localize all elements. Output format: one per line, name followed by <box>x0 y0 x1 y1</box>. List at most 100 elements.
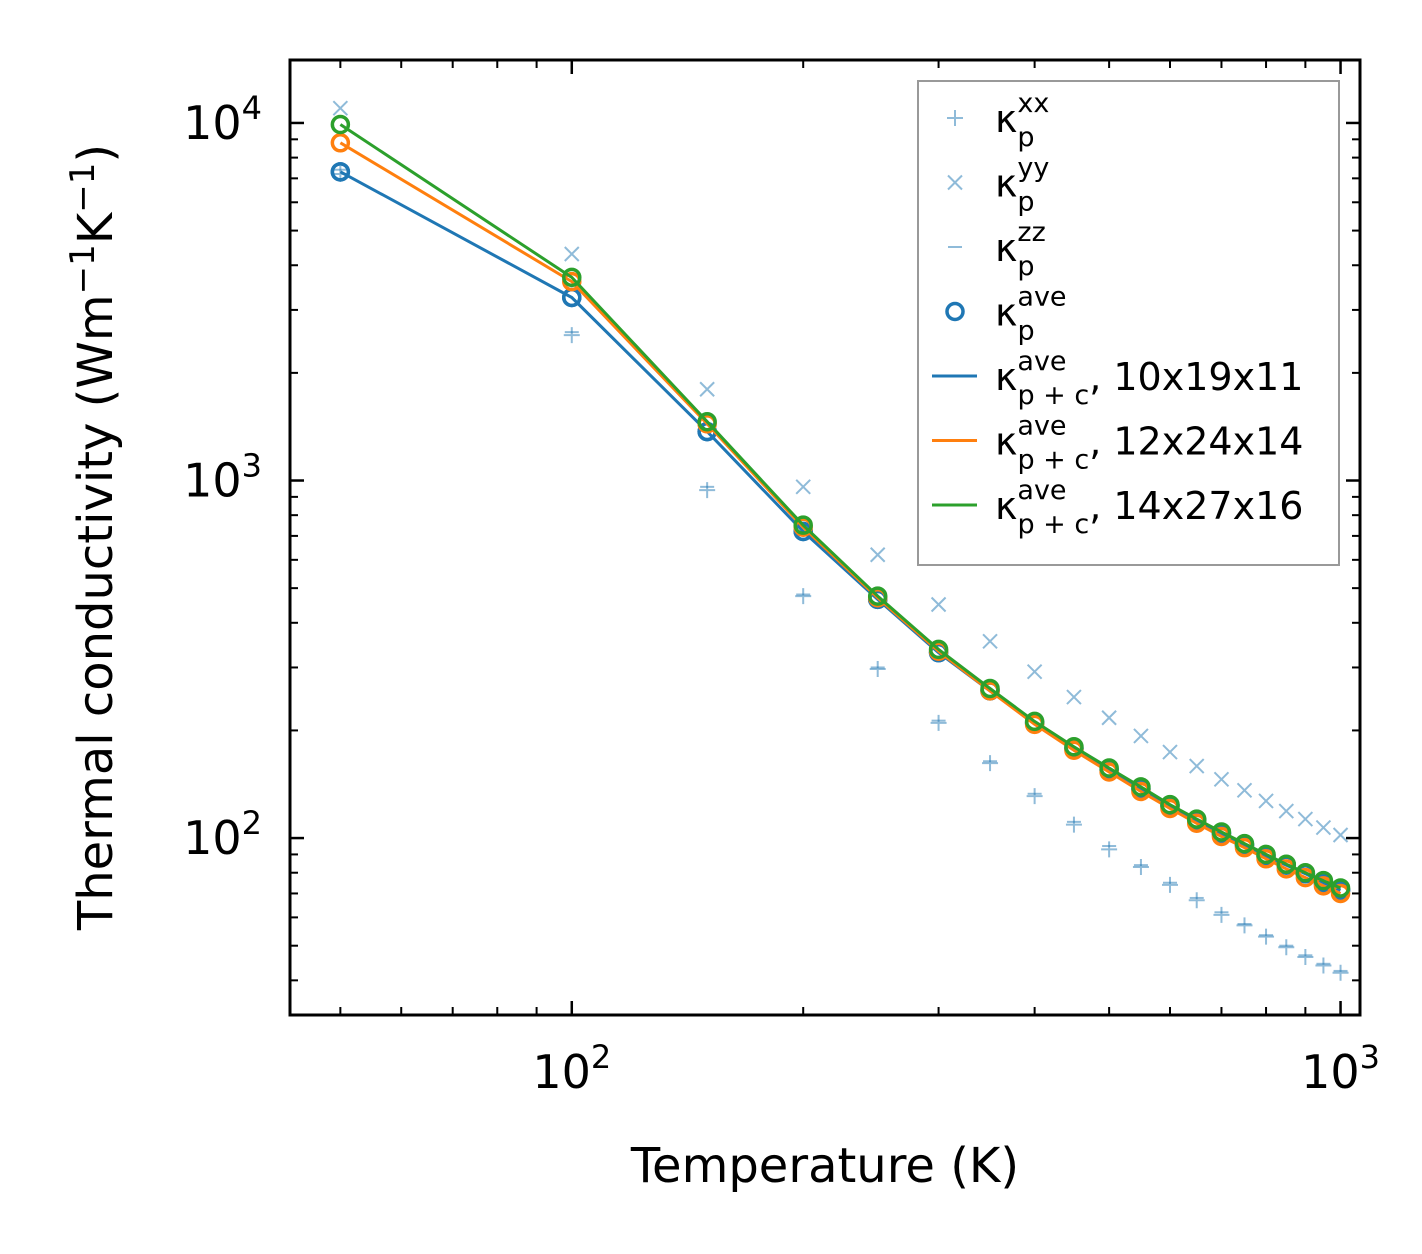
x-tick-label-base: 10 <box>1301 1045 1360 1099</box>
data-point <box>562 267 582 288</box>
data-point <box>1332 827 1349 843</box>
data-point <box>1188 892 1205 909</box>
data-point <box>1066 689 1082 705</box>
series-0 <box>332 165 1349 981</box>
data-point <box>330 133 351 153</box>
y-tick-label-base: 10 <box>183 454 242 508</box>
data-point <box>699 381 715 397</box>
data-point <box>1313 870 1334 891</box>
data-point <box>1101 841 1118 858</box>
legend-label-part: κ <box>995 162 1017 206</box>
series-6 <box>330 114 1351 898</box>
data-point <box>1162 744 1178 760</box>
legend-entry: κxx p <box>947 88 1049 153</box>
data-point <box>1278 939 1295 956</box>
data-marks <box>330 100 1351 981</box>
data-point <box>1258 793 1274 809</box>
data-point <box>1295 862 1316 883</box>
y-tick-label-exp: 3 <box>242 447 262 485</box>
data-point <box>1332 964 1349 981</box>
data-point <box>1162 876 1178 893</box>
y-tick-label-exp: 2 <box>242 804 262 842</box>
legend-label-part: , 10x19x11 <box>1089 355 1303 399</box>
data-point <box>1160 794 1180 815</box>
legend-marker-swatch <box>945 301 965 322</box>
legend-label-part: κ <box>995 97 1017 141</box>
legend-label-part: p <box>1017 122 1034 153</box>
y-tick-label-base: 10 <box>183 811 242 865</box>
data-point <box>867 586 888 606</box>
y-axis-label-prefix: Thermal conductivity (Wm <box>68 294 124 931</box>
data-point <box>1315 819 1332 836</box>
legend-label-part: yy <box>1017 153 1049 184</box>
legend-label-part: , 14x27x16 <box>1089 484 1303 528</box>
data-point <box>1213 906 1230 923</box>
y-tick-label: 102 <box>183 804 262 865</box>
legend-label-part: p <box>1017 187 1034 218</box>
legend-label-part: κ <box>995 355 1017 399</box>
data-point <box>1026 788 1043 805</box>
series-line <box>339 123 1342 890</box>
data-point <box>1133 728 1149 744</box>
legend-label: κzz p <box>995 217 1046 282</box>
x-tick-label-exp: 3 <box>1360 1038 1380 1076</box>
legend-label-part: κ <box>995 484 1017 528</box>
y-tick-label-base: 10 <box>183 96 242 150</box>
legend-label-part: κ <box>995 420 1017 464</box>
data-point <box>697 411 717 432</box>
legend-marker-swatch <box>947 174 963 191</box>
data-point <box>1315 957 1332 974</box>
data-point <box>1297 948 1314 965</box>
data-point <box>1186 809 1207 829</box>
data-point <box>1278 803 1294 819</box>
y-axis-label: Thermal conductivity (Wm−1K−1) <box>63 144 124 931</box>
legend-entry: κave p <box>945 282 1067 347</box>
series-1 <box>332 100 1349 843</box>
data-point <box>1101 710 1117 726</box>
data-point <box>1256 844 1276 865</box>
data-point <box>330 114 351 135</box>
x-axis-label: Temperature (K) <box>630 1138 1019 1194</box>
data-point <box>1024 711 1045 732</box>
legend-label-part: p + c <box>1017 509 1089 540</box>
legend-label: κave p + c, 10x19x11 <box>995 346 1303 411</box>
data-point <box>795 479 811 495</box>
legend-label-part: p + c <box>1017 445 1089 476</box>
data-point <box>1064 737 1084 757</box>
data-point <box>930 714 947 731</box>
legend-label-part: ave <box>1017 475 1066 506</box>
x-tick-label-exp: 2 <box>591 1038 611 1076</box>
data-point <box>930 596 947 613</box>
x-tick-label: 103 <box>1301 1038 1380 1099</box>
legend-label: κave p <box>995 282 1067 347</box>
data-point <box>330 162 351 182</box>
legend-entry: κave p + c, 14x27x16 <box>932 475 1303 540</box>
data-point <box>982 633 998 650</box>
data-point <box>869 547 886 563</box>
y-axis-label-mid: K <box>68 211 124 244</box>
data-point <box>1132 858 1149 875</box>
legend-label-part: ave <box>1017 411 1066 442</box>
legend-label-part: ave <box>1017 282 1066 313</box>
data-point <box>793 515 813 535</box>
data-point <box>1026 663 1043 680</box>
series-2 <box>333 168 1348 972</box>
data-point <box>1189 758 1205 774</box>
data-point <box>1211 822 1232 842</box>
legend-label: κxx p <box>995 88 1049 153</box>
data-point <box>795 588 812 605</box>
legend-label: κave p + c, 12x24x14 <box>995 411 1303 476</box>
legend-label: κyy p <box>995 153 1049 218</box>
legend-marker-swatch <box>947 110 963 126</box>
legend-entry: κzz p <box>948 217 1046 282</box>
legend-entry: κyy p <box>947 153 1049 218</box>
plot-frame <box>288 58 1362 1017</box>
data-point <box>1236 782 1253 799</box>
y-axis-label-exp1: −1 <box>63 244 103 294</box>
y-tick-label: 103 <box>183 447 262 508</box>
y-axis-label-exp2: −1 <box>63 163 103 213</box>
legend-label-part: p + c <box>1017 380 1089 411</box>
